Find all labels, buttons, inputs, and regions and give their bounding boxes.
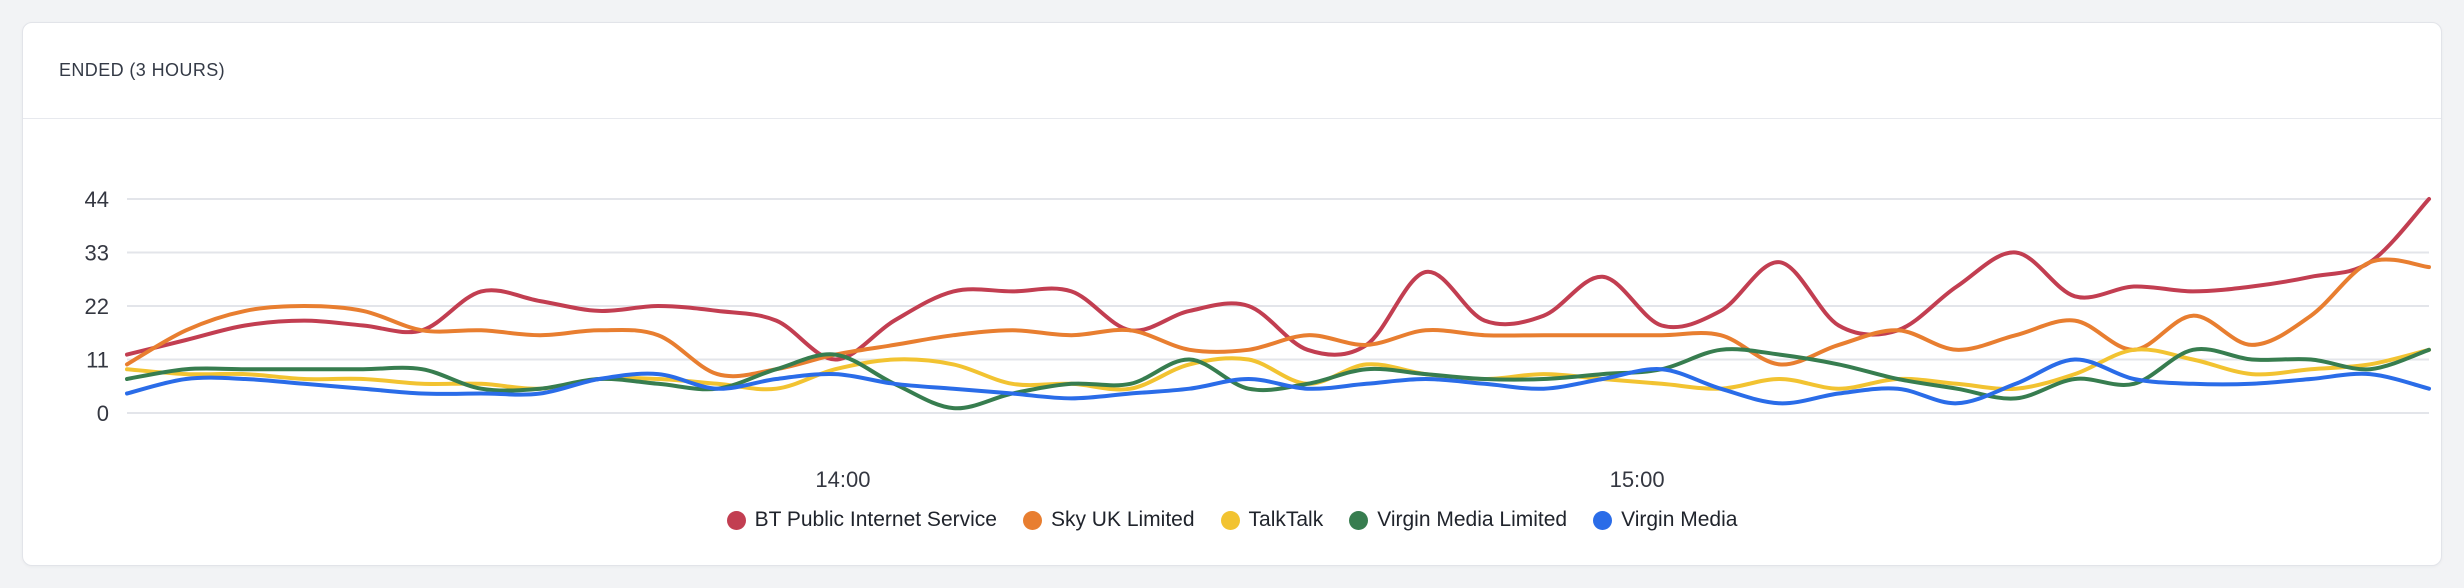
series-line-virgin-media-limited xyxy=(125,346,2431,411)
panel-header: ENDED (3 HOURS) xyxy=(23,23,2441,119)
legend-dot xyxy=(1022,510,1042,530)
chart-area: 0 11 22 33 44 14:00 15:00 xyxy=(23,119,2443,567)
y-axis-tick-label: 44 xyxy=(85,187,109,212)
legend-label: Sky UK Limited xyxy=(1050,508,1195,531)
legend-item[interactable]: Sky UK Limited xyxy=(1022,508,1195,532)
line-chart: 0 11 22 33 44 14:00 15:00 xyxy=(85,187,2431,492)
legend-item[interactable]: BT Public Internet Service xyxy=(726,508,997,532)
series-line-talktalk xyxy=(125,347,2431,392)
panel-ended-3-hours: ENDED (3 HOURS) 0 11 22 33 44 14:00 15:00 BT P… xyxy=(22,22,2442,566)
legend-dot xyxy=(1220,510,1240,530)
x-axis-tick-label: 15:00 xyxy=(1610,467,1665,492)
series-line-virgin-media xyxy=(125,357,2431,406)
chart-legend: BT Public Internet Service Sky UK Limited… xyxy=(23,503,2441,537)
y-axis-tick-label: 22 xyxy=(85,294,109,319)
series-line-sky-uk-limited xyxy=(125,257,2431,379)
y-axis-tick-label: 11 xyxy=(86,348,109,373)
panel-title: ENDED (3 HOURS) xyxy=(59,60,226,80)
x-axis-tick-label: 14:00 xyxy=(815,467,870,492)
legend-label: BT Public Internet Service xyxy=(754,508,997,531)
legend-label: TalkTalk xyxy=(1248,508,1324,531)
legend-dot xyxy=(1593,510,1613,530)
y-axis-tick-label: 33 xyxy=(85,241,109,266)
legend-label: Virgin Media xyxy=(1621,508,1738,531)
legend-label: Virgin Media Limited xyxy=(1377,508,1568,531)
legend-item[interactable]: Virgin Media Limited xyxy=(1349,508,1567,532)
legend-item[interactable]: Virgin Media xyxy=(1593,508,1737,532)
legend-dot xyxy=(726,510,746,530)
legend-dot xyxy=(1349,510,1369,530)
legend-item[interactable]: TalkTalk xyxy=(1220,508,1324,532)
y-axis-tick-label: 0 xyxy=(97,401,109,426)
series-line-bt-public-internet-service xyxy=(125,197,2431,362)
